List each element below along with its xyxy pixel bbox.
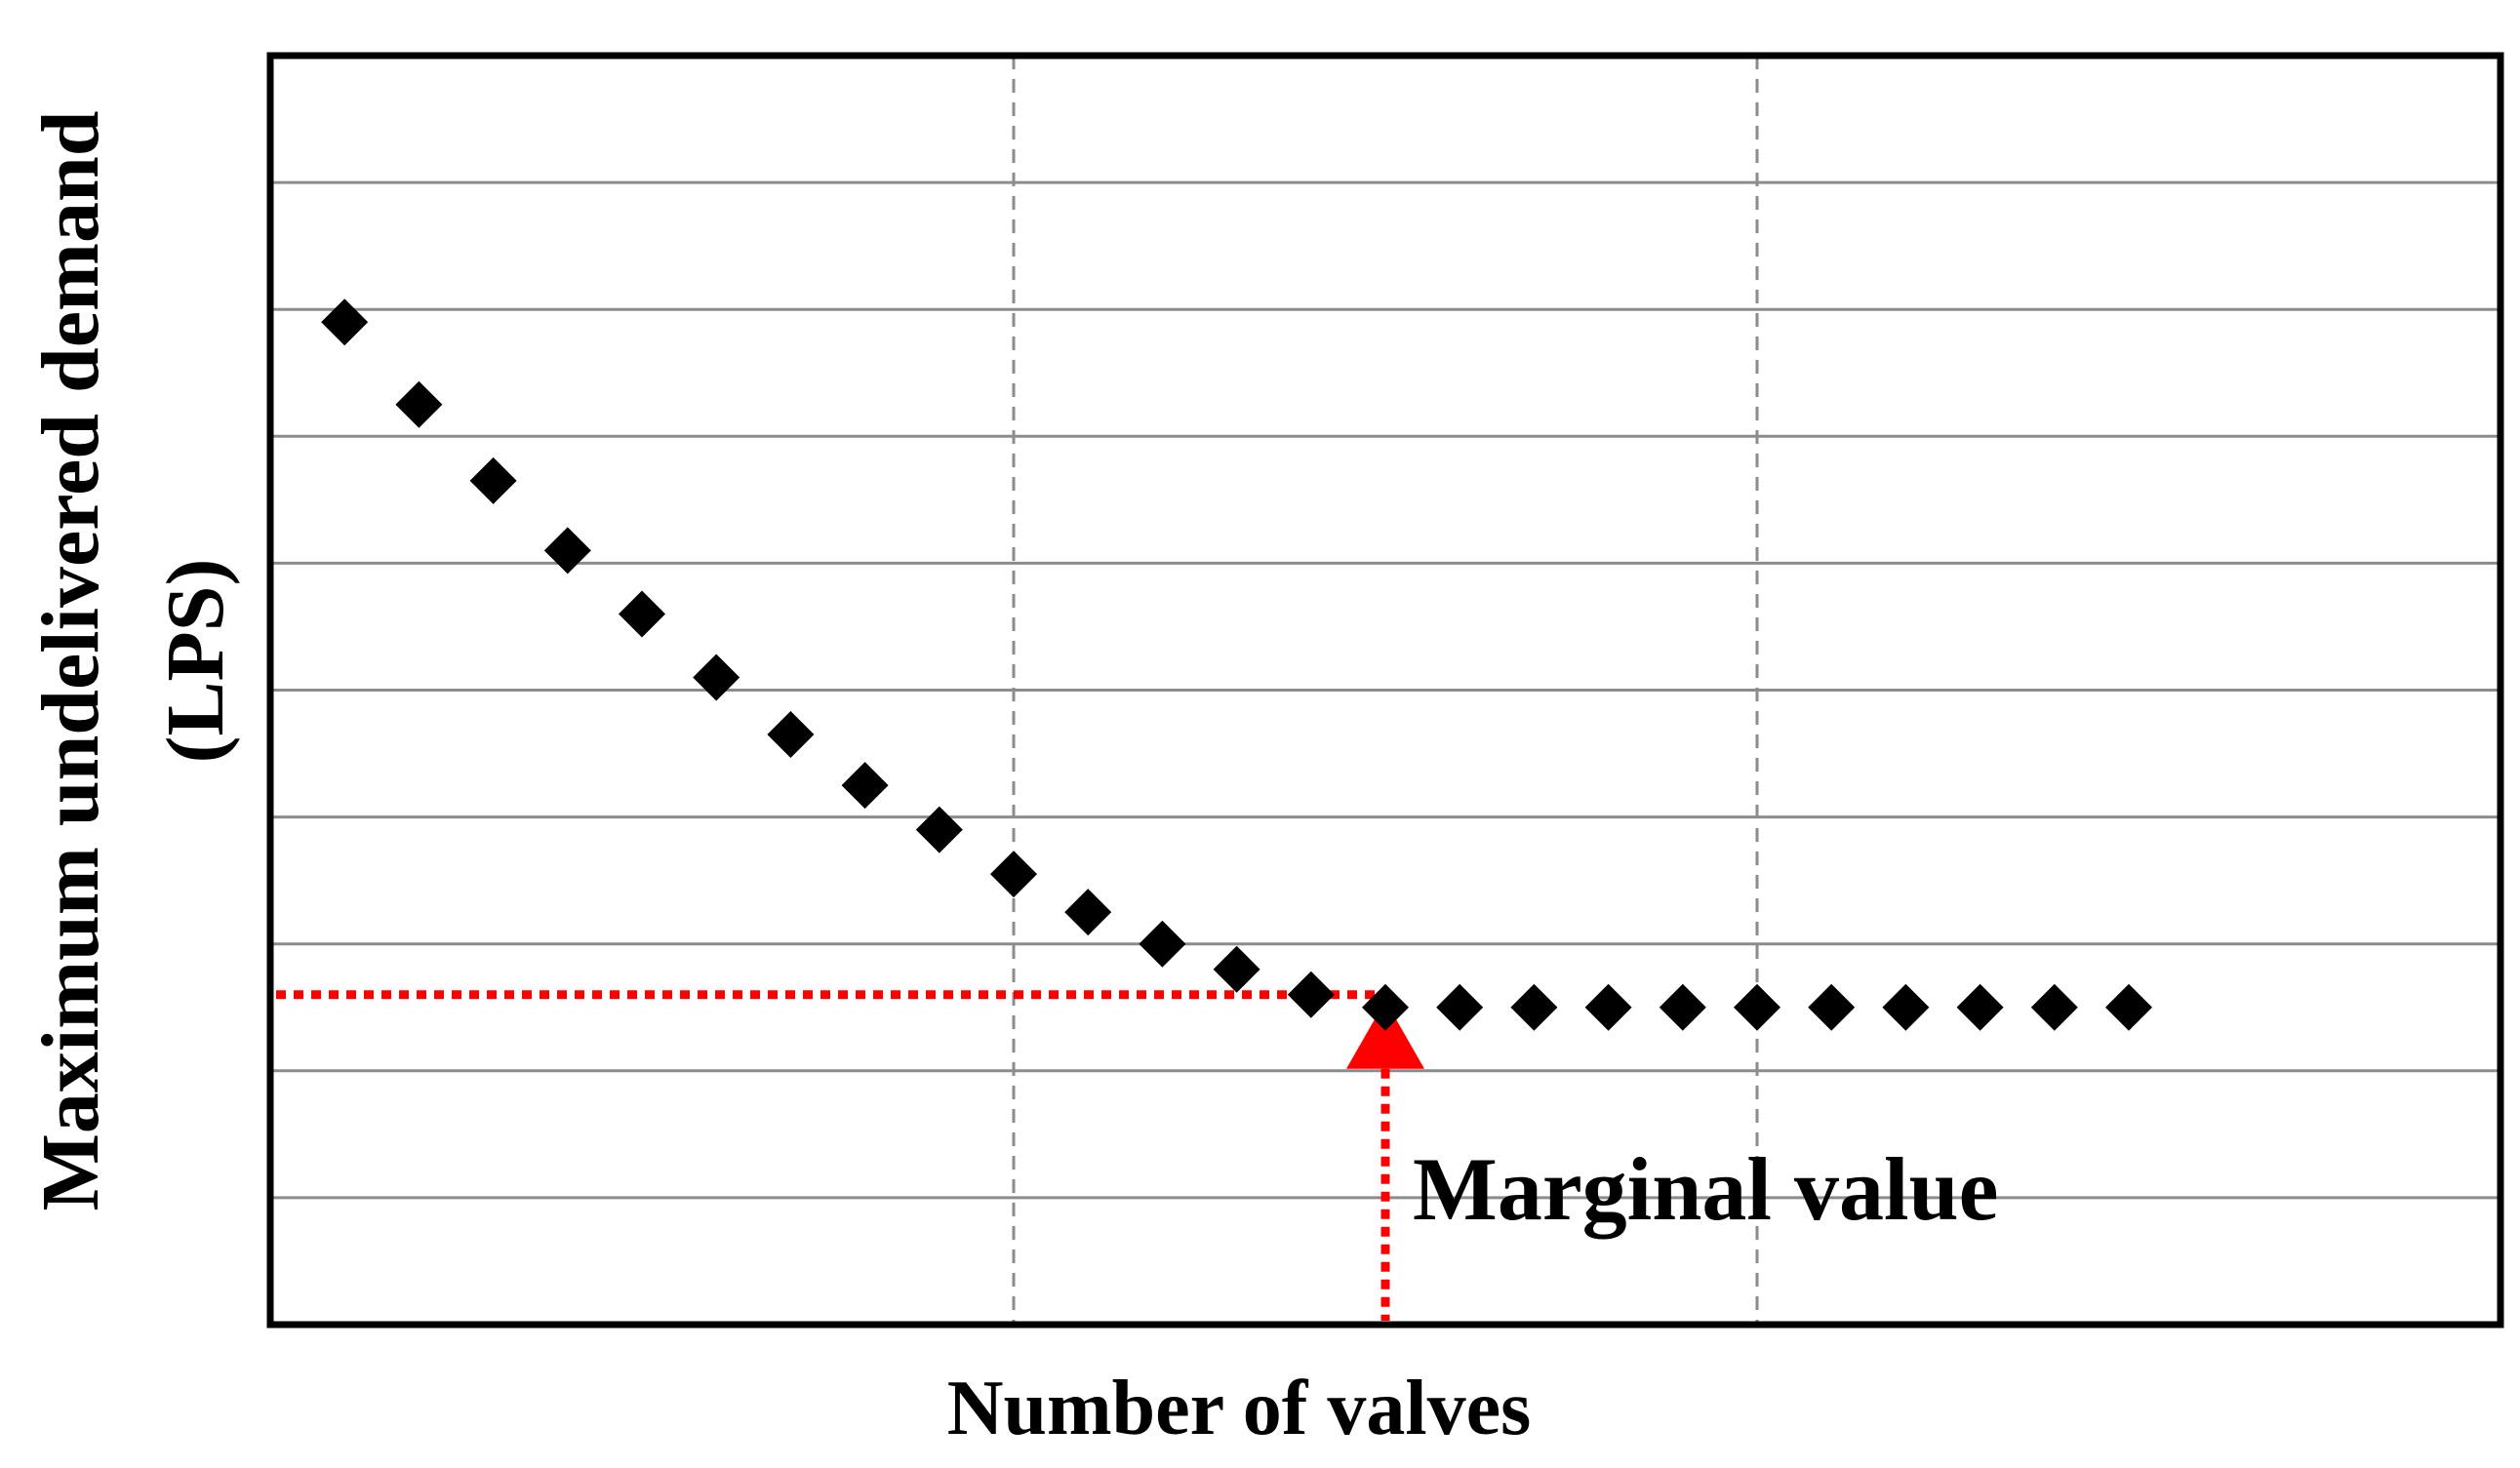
data-point [1808,983,1856,1031]
data-point [1584,983,1632,1031]
data-point [321,298,369,346]
data-point [1139,920,1186,968]
data-point [1362,983,1409,1031]
data-point [1287,971,1335,1018]
data-point [990,851,1037,898]
data-point [767,711,815,759]
data-point [1510,983,1558,1031]
data-point [1734,983,1780,1031]
data-point [469,456,517,504]
annotation-label: Marginal value [1413,1139,1999,1239]
data-point [915,806,963,853]
y-axis-label-line2: (LPS) [150,559,241,764]
annotation-layer [276,990,1424,1321]
data-point [1659,983,1706,1031]
data-point [2030,983,2078,1031]
data-point [1213,945,1260,993]
data-point [1436,983,1484,1031]
data-point [395,380,443,428]
data-point [2105,983,2152,1031]
data-point [1882,983,1930,1031]
data-point [693,654,740,701]
data-points [321,298,2152,1031]
y-axis-label-line1: Maximum undelivered demand [25,111,116,1211]
y-axis-label: Maximum undelivered demand (LPS) [25,111,241,1211]
grid-layer [270,56,2500,1325]
data-point [543,527,591,575]
data-point [841,762,889,810]
plot-frame [266,52,2504,1329]
marginal-arrow-head [1346,1000,1424,1069]
data-point [1956,983,2004,1031]
x-axis-label: Number of valves [947,1366,1531,1451]
data-point [1064,889,1112,936]
data-point [619,590,665,638]
